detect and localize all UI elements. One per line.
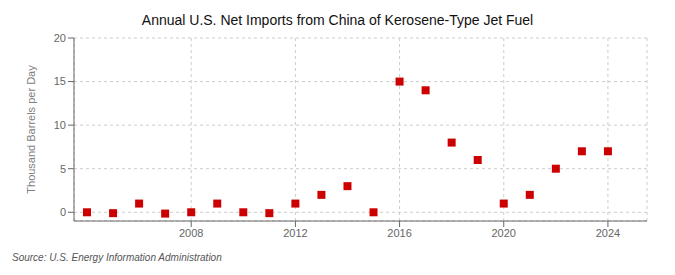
svg-text:Thousand Barrels per Day: Thousand Barrels per Day <box>25 65 37 194</box>
svg-text:5: 5 <box>60 163 66 175</box>
svg-text:2012: 2012 <box>283 227 307 239</box>
svg-text:2024: 2024 <box>596 227 620 239</box>
svg-text:2016: 2016 <box>387 227 411 239</box>
svg-text:15: 15 <box>54 75 66 87</box>
svg-text:20: 20 <box>54 32 66 44</box>
svg-text:2008: 2008 <box>179 227 203 239</box>
html-text:Annual U.S. Net Imports from C: Annual U.S. Net Imports from China of Ke… <box>141 12 534 28</box>
svg-text:10: 10 <box>54 119 66 131</box>
html-text:Source: U.S. Energy Informatio: Source: U.S. Energy Information Administ… <box>12 252 222 263</box>
svg-text:2020: 2020 <box>492 227 516 239</box>
svg-text:0: 0 <box>60 206 66 218</box>
